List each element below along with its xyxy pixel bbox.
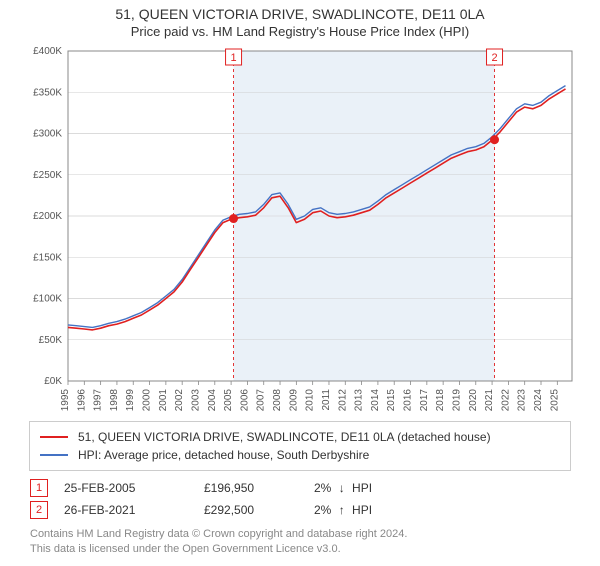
legend-item: 51, QUEEN VICTORIA DRIVE, SWADLINCOTE, D… (40, 428, 560, 446)
svg-text:1996: 1996 (76, 389, 87, 412)
marker-pct-suffix: HPI (352, 481, 372, 495)
svg-text:2012: 2012 (337, 389, 348, 412)
svg-text:2001: 2001 (158, 389, 169, 412)
marker-row: 1 25-FEB-2005 £196,950 2% ↓ HPI (30, 477, 570, 499)
marker-badge: 2 (30, 501, 48, 519)
svg-text:2003: 2003 (190, 389, 201, 412)
svg-text:£250K: £250K (33, 170, 62, 181)
svg-text:2002: 2002 (174, 389, 185, 412)
svg-text:£350K: £350K (33, 87, 62, 98)
svg-text:2000: 2000 (142, 389, 153, 412)
svg-text:1: 1 (230, 52, 236, 64)
svg-text:£150K: £150K (33, 252, 62, 263)
svg-text:2008: 2008 (272, 389, 283, 412)
price-chart: £0K £50K £100K £150K £200K £250K £300K £350K £40… (20, 43, 580, 413)
svg-text:2004: 2004 (207, 389, 218, 412)
svg-text:2: 2 (491, 52, 497, 64)
svg-text:2011: 2011 (321, 389, 332, 411)
svg-text:2020: 2020 (468, 389, 479, 412)
svg-text:£400K: £400K (33, 46, 62, 57)
svg-text:£100K: £100K (33, 294, 62, 305)
marker-pct: 2% ↑ HPI (314, 503, 454, 517)
svg-text:£0K: £0K (44, 376, 62, 387)
svg-text:2014: 2014 (370, 389, 381, 412)
legend-item: HPI: Average price, detached house, Sout… (40, 446, 560, 464)
marker-pct-suffix: HPI (352, 503, 372, 517)
svg-text:2021: 2021 (484, 389, 495, 412)
svg-text:2006: 2006 (239, 389, 250, 412)
arrow-icon: ↓ (339, 481, 345, 495)
svg-text:2009: 2009 (288, 389, 299, 412)
svg-text:2010: 2010 (305, 389, 316, 412)
marker-row: 2 26-FEB-2021 £292,500 2% ↑ HPI (30, 499, 570, 521)
marker-pct: 2% ↓ HPI (314, 481, 454, 495)
svg-text:1995: 1995 (60, 389, 71, 412)
marker-pct-value: 2% (314, 481, 331, 495)
svg-text:1998: 1998 (109, 389, 120, 412)
marker-price: £196,950 (204, 481, 314, 495)
svg-text:£200K: £200K (33, 211, 62, 222)
svg-text:2005: 2005 (223, 389, 234, 412)
svg-text:2016: 2016 (403, 389, 414, 412)
footnote-line: Contains HM Land Registry data © Crown c… (30, 527, 570, 542)
svg-text:2007: 2007 (256, 389, 267, 412)
svg-text:2025: 2025 (549, 389, 560, 412)
markers-table: 1 25-FEB-2005 £196,950 2% ↓ HPI 2 26-FEB… (30, 477, 570, 521)
svg-text:£50K: £50K (39, 335, 63, 346)
legend-label: HPI: Average price, detached house, Sout… (78, 448, 369, 462)
marker-badge: 1 (30, 479, 48, 497)
footnote-line: This data is licensed under the Open Gov… (30, 542, 570, 557)
marker-pct-value: 2% (314, 503, 331, 517)
marker-price: £292,500 (204, 503, 314, 517)
marker-date: 26-FEB-2021 (64, 503, 204, 517)
svg-text:2013: 2013 (354, 389, 365, 412)
legend-box: 51, QUEEN VICTORIA DRIVE, SWADLINCOTE, D… (29, 421, 571, 471)
marker-date: 25-FEB-2005 (64, 481, 204, 495)
page-subtitle: Price paid vs. HM Land Registry's House … (0, 24, 600, 39)
arrow-icon: ↑ (339, 503, 345, 517)
legend-swatch (40, 436, 68, 438)
svg-text:2022: 2022 (500, 389, 511, 412)
svg-text:2018: 2018 (435, 389, 446, 412)
svg-text:£300K: £300K (33, 129, 62, 140)
svg-text:2017: 2017 (419, 389, 430, 412)
legend-label: 51, QUEEN VICTORIA DRIVE, SWADLINCOTE, D… (78, 430, 491, 444)
svg-text:2023: 2023 (517, 389, 528, 412)
chart-svg: £0K £50K £100K £150K £200K £250K £300K £350K £40… (20, 43, 580, 413)
svg-text:2015: 2015 (386, 389, 397, 412)
svg-text:2019: 2019 (451, 389, 462, 412)
page-title: 51, QUEEN VICTORIA DRIVE, SWADLINCOTE, D… (0, 6, 600, 22)
svg-text:2024: 2024 (533, 389, 544, 412)
svg-text:1997: 1997 (93, 389, 104, 412)
footnote: Contains HM Land Registry data © Crown c… (30, 527, 570, 557)
svg-text:1999: 1999 (125, 389, 136, 412)
legend-swatch (40, 454, 68, 456)
